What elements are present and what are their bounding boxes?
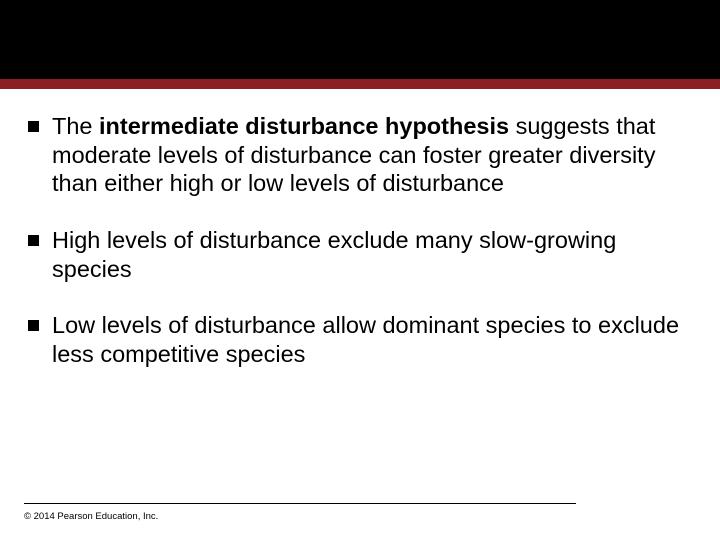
bullet-pre: Low levels of disturbance allow dominant… xyxy=(52,312,679,367)
bullet-square-icon xyxy=(28,235,39,246)
copyright-text: © 2014 Pearson Education, Inc. xyxy=(24,511,158,522)
content-area: The intermediate disturbance hypothesis … xyxy=(28,112,692,397)
red-accent-bar xyxy=(0,79,720,89)
bullet-item: Low levels of disturbance allow dominant… xyxy=(28,311,692,368)
slide: The intermediate disturbance hypothesis … xyxy=(0,0,720,540)
bullet-square-icon xyxy=(28,121,39,132)
bullet-item: The intermediate disturbance hypothesis … xyxy=(28,112,692,198)
bullet-square-icon xyxy=(28,320,39,331)
bullet-pre: The xyxy=(52,113,99,139)
footer-divider xyxy=(24,503,576,504)
bullet-item: High levels of disturbance exclude many … xyxy=(28,226,692,283)
bullet-text: The intermediate disturbance hypothesis … xyxy=(52,112,692,198)
bullet-bold: intermediate disturbance hypothesis xyxy=(99,113,509,139)
bullet-text: Low levels of disturbance allow dominant… xyxy=(52,311,692,368)
top-black-bar xyxy=(0,0,720,79)
bullet-pre: High levels of disturbance exclude many … xyxy=(52,227,616,282)
bullet-text: High levels of disturbance exclude many … xyxy=(52,226,692,283)
